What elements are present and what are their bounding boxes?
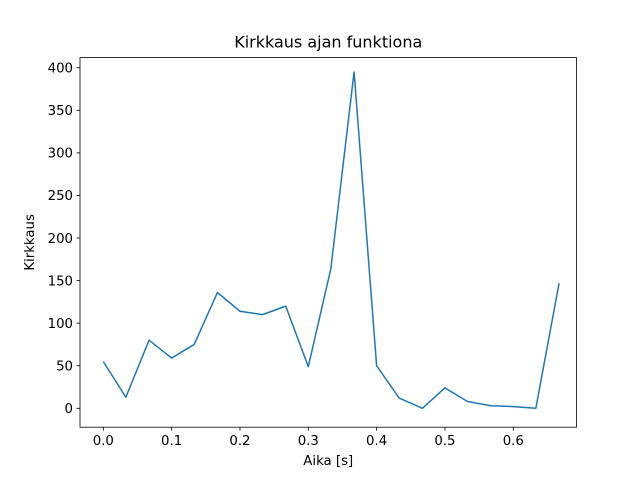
y-tick-label: 50	[56, 360, 73, 375]
x-tick-label: 0.0	[93, 434, 114, 449]
y-tick-label: 0	[65, 402, 73, 417]
data-line	[102, 71, 560, 410]
y-tick-label: 150	[48, 274, 73, 289]
y-tick-label: 350	[48, 104, 73, 119]
y-tick-label: 300	[48, 147, 73, 162]
x-tick-label: 0.3	[298, 434, 319, 449]
x-tick-label: 0.6	[503, 434, 524, 449]
x-tick-label: 0.1	[161, 434, 182, 449]
x-tick-label: 0.4	[366, 434, 387, 449]
plot-frame	[79, 57, 577, 428]
y-axis-label: Kirkkaus	[23, 214, 38, 271]
y-tick-label: 200	[48, 232, 73, 247]
y-tick-label: 400	[48, 62, 73, 77]
x-axis-label: Aika [s]	[303, 454, 353, 469]
x-tick-label: 0.2	[229, 434, 250, 449]
chart-title: Kirkkaus ajan funktiona	[234, 33, 422, 52]
y-axis-ticks: 0 50 100 150 200 250 300 350 400	[48, 62, 80, 417]
x-axis-ticks: 0.0 0.1 0.2 0.3 0.4 0.5 0.6	[93, 427, 524, 449]
y-tick-label: 250	[48, 189, 73, 204]
x-tick-label: 0.5	[434, 434, 455, 449]
y-tick-label: 100	[48, 317, 73, 332]
